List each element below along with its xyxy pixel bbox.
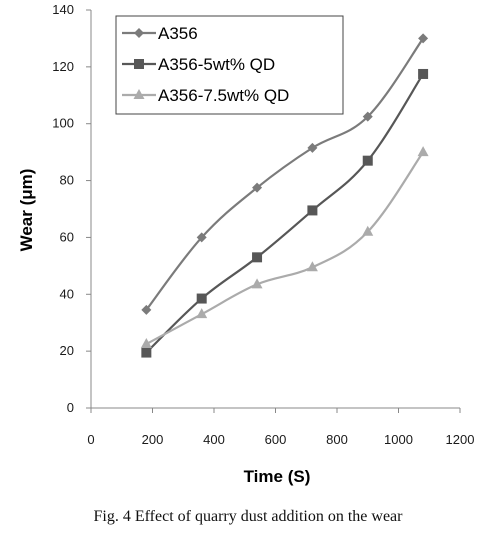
axes: 0 20 40 60 80 100 120 140 0 200 400 600 800 1000 1200 [52,2,474,447]
data-point [362,111,373,122]
x-tick-label: 400 [203,432,225,447]
y-tick-label: 100 [52,116,74,131]
x-tick-label: 200 [142,432,164,447]
legend-label: A356-7.5wt% QD [158,86,289,105]
figure-caption: Fig. 4 Effect of quarry dust addition on… [93,508,403,525]
data-point [252,252,263,263]
legend-label: A356 [158,24,198,43]
x-tick-label: 600 [265,432,287,447]
series-layer [140,33,429,358]
series-3 [140,146,429,349]
series-line [145,37,424,311]
data-point [251,278,263,289]
data-point [196,293,207,304]
y-tick-label: 80 [60,173,74,188]
data-point [141,304,152,315]
x-axis-title: Time (S) [244,467,311,486]
data-point [196,232,207,243]
data-point [418,33,429,44]
legend-swatch-marker [133,89,145,99]
x-tick-label: 0 [87,432,94,447]
y-tick-label: 0 [67,400,74,415]
y-tick-label: 120 [52,59,74,74]
data-point [140,338,152,349]
legend-swatch-marker [134,28,144,38]
series-2 [141,68,429,358]
series-1 [141,33,429,315]
data-point [417,146,429,157]
x-tick-label: 800 [326,432,348,447]
data-point [307,205,318,216]
data-point [362,225,374,236]
x-tick-label: 1200 [446,432,475,447]
y-tick-label: 40 [60,286,74,301]
data-point [362,155,373,166]
data-point [141,347,152,358]
y-tick-label: 20 [60,343,74,358]
legend-swatch-marker [134,59,144,69]
y-tick-label: 60 [60,229,74,244]
data-point [306,261,318,272]
data-point [418,68,429,79]
data-point [307,142,318,153]
y-axis-title: Wear (μm) [17,169,36,252]
y-tick-label: 140 [52,2,74,17]
legend-label: A356-5wt% QD [158,55,275,74]
x-tick-label: 1000 [384,432,413,447]
series-line [145,151,425,346]
legend: A356 A356-5wt% QD A356-7.5wt% QD [115,15,344,115]
data-point [252,182,263,193]
data-point [196,308,208,319]
